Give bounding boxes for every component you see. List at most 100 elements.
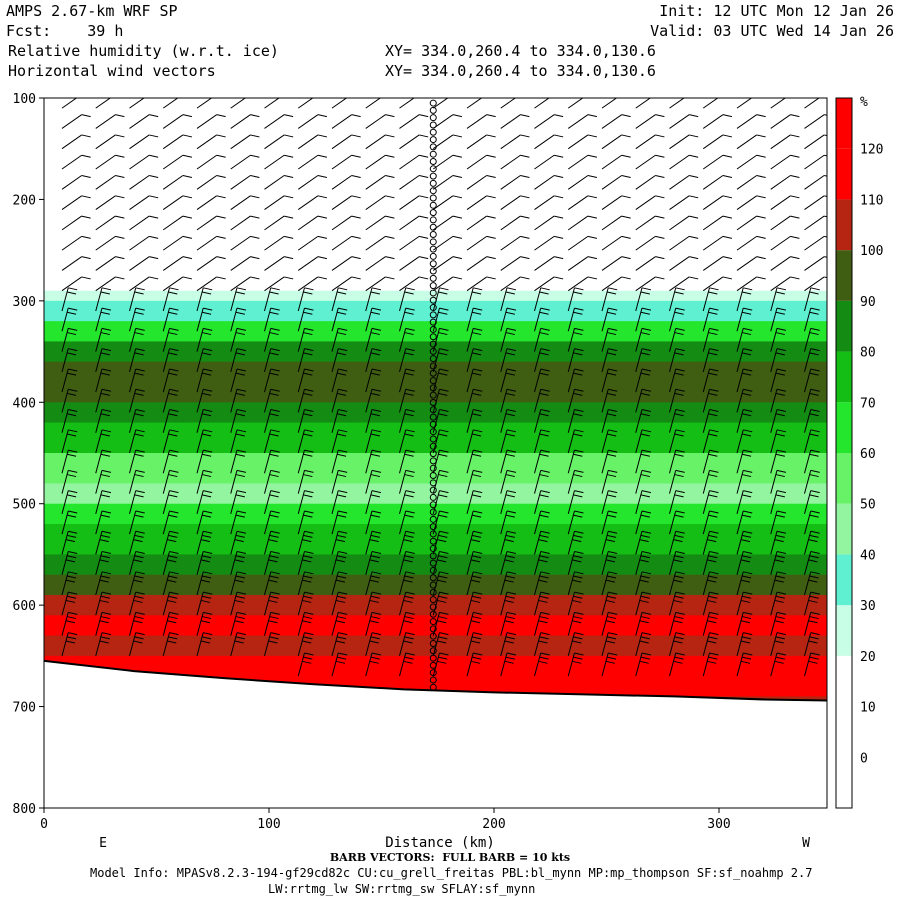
wind-barb [804,195,827,210]
wind-barb [365,235,395,251]
barb-staff [196,195,217,210]
wind-barb [635,195,665,210]
marker-circle [429,209,437,217]
wind-barb [95,571,112,596]
wind-barb [297,449,314,474]
barb-feather [269,372,279,376]
barb-staff [567,154,589,170]
barb-feather [68,571,78,575]
marker-circle [429,442,437,450]
barb-feather [674,555,684,559]
barb-feather [709,611,719,615]
barb-feather [419,175,429,179]
marker-circle [429,231,437,239]
barb-feather [774,579,784,583]
barb-feather [438,433,448,437]
wind-barb [635,469,652,494]
wind-barb [534,134,564,150]
forecast-hour: Fcst: 39 h [6,22,123,40]
wind-barb [770,327,787,352]
barb-feather [520,195,530,199]
barb-feather [438,555,448,559]
barb-feather [810,409,820,413]
barb-feather [336,352,347,356]
barb-feather [505,311,515,315]
barb-feather [149,256,159,260]
wind-barb [635,327,652,352]
wind-barb [702,175,733,190]
wind-barb [129,632,145,656]
barb-feather [573,636,583,640]
wind-barb [129,114,159,129]
marker-circle [429,661,437,669]
barb-feather [336,636,347,640]
barb-feather [65,640,76,644]
barb-feather [169,611,179,615]
wind-barb [770,429,787,454]
barb-feather [608,571,618,575]
barb-feather [438,514,448,518]
barb-feather [655,235,665,239]
wind-barb [129,368,145,393]
barb-feather [404,332,414,336]
wind-barb [162,449,179,474]
barb-feather [608,530,618,534]
barb-feather [707,640,717,644]
barb-feather [675,409,685,413]
barb-staff [466,235,487,251]
wind-barb [129,551,145,575]
barb-feather [203,287,213,291]
barb-feather [270,348,280,352]
barb-feather [505,494,515,498]
wind-barb [331,388,348,413]
barb-feather [405,388,415,392]
wind-barb [669,449,685,474]
barb-feather [437,640,447,644]
barb-staff [365,195,386,210]
barb-feather [438,636,448,640]
barb-staff [95,195,116,210]
wind-barb [534,591,550,616]
wind-barb [736,215,766,231]
barb-feather [473,449,483,453]
barb-staff [601,134,622,150]
wind-barb [331,652,348,677]
barb-feather [134,433,144,437]
barb-staff [500,114,521,129]
wind-barb [399,368,415,393]
barb-feather [168,372,178,376]
barb-feather [538,660,548,664]
barb-feather [707,620,717,624]
barb-feather [675,571,685,575]
barb-feather [573,392,583,396]
barb-feather [336,392,347,396]
valid-time: Valid: 03 UTC Wed 14 Jan 26 [650,22,894,40]
barb-feather [674,453,684,457]
barb-feather [405,307,415,311]
barb-feather [317,134,328,138]
barb-feather [708,555,718,559]
barb-feather [304,652,314,656]
barb-feather [587,134,598,138]
barb-feather [473,551,483,555]
barb-feather [234,620,244,624]
marker-circle [429,501,437,509]
barb-staff [129,114,150,129]
barb-staff [196,134,217,150]
barb-staff [804,235,825,251]
barb-staff [297,154,319,170]
barb-feather [201,474,212,478]
wind-barb [129,175,159,190]
colorbar-label: 50 [860,498,876,513]
wind-barb [736,195,766,210]
barb-feather [741,413,752,417]
barb-feather [169,490,179,494]
wind-barb [804,175,827,190]
barb-feather [506,409,517,413]
barb-feather [203,368,213,372]
barb-feather [68,327,78,331]
barb-feather [115,235,125,239]
wind-barb [399,215,429,231]
barb-feather [405,652,415,656]
barb-feather [369,640,379,644]
